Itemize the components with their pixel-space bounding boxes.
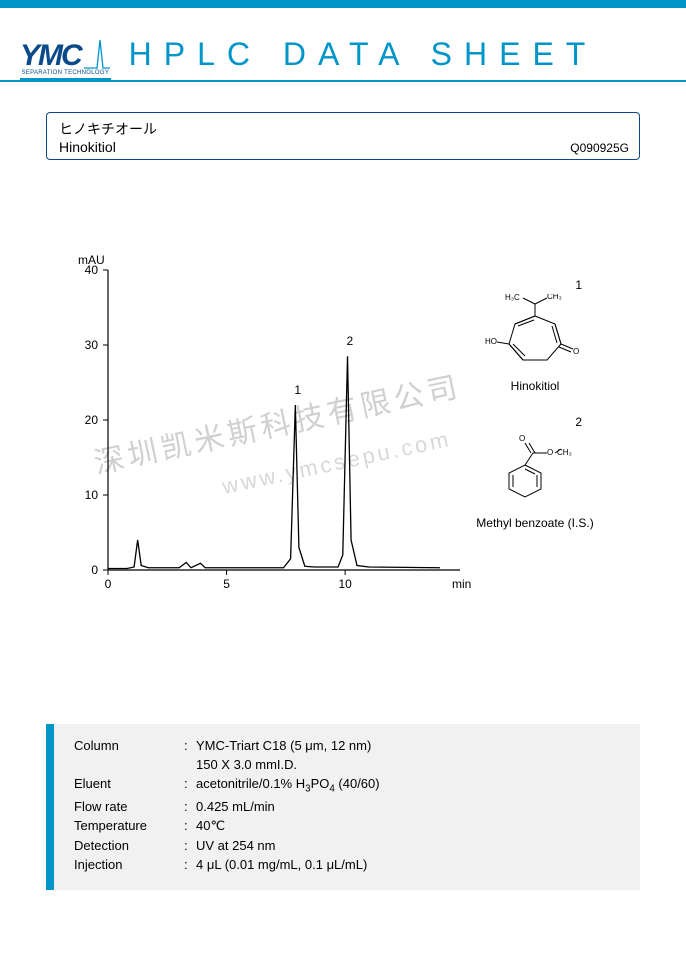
svg-text:20: 20	[85, 413, 99, 427]
svg-text:40: 40	[85, 263, 99, 277]
page-title: HPLC DATA SHEET	[129, 38, 598, 80]
svg-text:5: 5	[223, 577, 230, 591]
condition-row: Column:YMC-Triart C18 (5 μm, 12 nm)	[74, 738, 624, 753]
condition-value: 150 X 3.0 mmI.D.	[196, 757, 624, 772]
compound-code: Q090925G	[570, 141, 629, 155]
structure-1-name: Hinokitiol	[450, 379, 620, 393]
condition-label: Eluent	[74, 776, 184, 795]
condition-label: Temperature	[74, 818, 184, 834]
structure-1: 1 CH₃ H₃C	[450, 278, 620, 393]
compound-box: ヒノキチオール Hinokitiol Q090925G	[46, 112, 640, 160]
chemical-structures: 1 CH₃ H₃C	[450, 278, 620, 552]
condition-value: 0.425 mL/min	[196, 799, 624, 814]
condition-label	[74, 757, 184, 772]
condition-colon: :	[184, 799, 196, 814]
svg-text:CH₃: CH₃	[547, 294, 562, 301]
structure-2-svg: O O CH₃	[485, 431, 585, 509]
top-accent-bar	[0, 0, 686, 8]
condition-row: Temperature:40℃	[74, 818, 624, 834]
condition-label: Flow rate	[74, 799, 184, 814]
condition-label: Column	[74, 738, 184, 753]
svg-text:O: O	[519, 434, 525, 443]
condition-colon: :	[184, 857, 196, 872]
svg-text:CH₃: CH₃	[557, 448, 572, 457]
logo-main: YMC	[20, 37, 111, 69]
condition-row: 150 X 3.0 mmI.D.	[74, 757, 624, 772]
logo-tagline: SEPARATION TECHNOLOGY	[22, 70, 110, 76]
svg-text:0: 0	[91, 563, 98, 577]
svg-text:10: 10	[85, 488, 99, 502]
condition-value: UV at 254 nm	[196, 838, 624, 853]
condition-colon: :	[184, 738, 196, 753]
condition-label: Injection	[74, 857, 184, 872]
condition-row: Eluent:acetonitrile/0.1% H3PO4 (40/60)	[74, 776, 624, 795]
condition-colon: :	[184, 776, 196, 795]
condition-row: Detection:UV at 254 nm	[74, 838, 624, 853]
compound-name-en: Hinokitiol	[59, 139, 627, 155]
svg-text:1: 1	[294, 383, 301, 397]
condition-row: Injection:4 μL (0.01 mg/mL, 0.1 μL/mL)	[74, 857, 624, 872]
svg-text:10: 10	[338, 577, 352, 591]
logo-peak-icon	[83, 37, 111, 69]
condition-value: YMC-Triart C18 (5 μm, 12 nm)	[196, 738, 624, 753]
logo: YMC SEPARATION TECHNOLOGY	[20, 37, 111, 80]
condition-colon	[184, 757, 196, 772]
structure-2: 2 O O CH₃ Methyl benzoate (I.S.)	[450, 415, 620, 530]
condition-colon: :	[184, 818, 196, 834]
structure-1-svg: CH₃ H₃C HO O	[485, 294, 585, 372]
svg-text:H₃C: H₃C	[505, 294, 520, 302]
svg-text:30: 30	[85, 338, 99, 352]
structure-1-num: 1	[450, 278, 582, 292]
svg-text:min: min	[452, 577, 471, 591]
header: YMC SEPARATION TECHNOLOGY HPLC DATA SHEE…	[0, 8, 686, 82]
condition-colon: :	[184, 838, 196, 853]
conditions-panel: Column:YMC-Triart C18 (5 μm, 12 nm) 150 …	[46, 724, 640, 890]
svg-text:O: O	[547, 448, 553, 457]
structure-2-num: 2	[450, 415, 582, 429]
svg-text:2: 2	[347, 334, 354, 348]
svg-text:HO: HO	[485, 337, 497, 346]
compound-name-jp: ヒノキチオール	[59, 119, 627, 139]
structure-2-name: Methyl benzoate (I.S.)	[450, 516, 620, 530]
condition-label: Detection	[74, 838, 184, 853]
condition-value: acetonitrile/0.1% H3PO4 (40/60)	[196, 776, 624, 795]
condition-value: 40℃	[196, 818, 624, 834]
condition-row: Flow rate:0.425 mL/min	[74, 799, 624, 814]
logo-text: YMC	[20, 42, 81, 69]
svg-text:O: O	[573, 347, 579, 356]
svg-text:0: 0	[105, 577, 112, 591]
condition-value: 4 μL (0.01 mg/mL, 0.1 μL/mL)	[196, 857, 624, 872]
